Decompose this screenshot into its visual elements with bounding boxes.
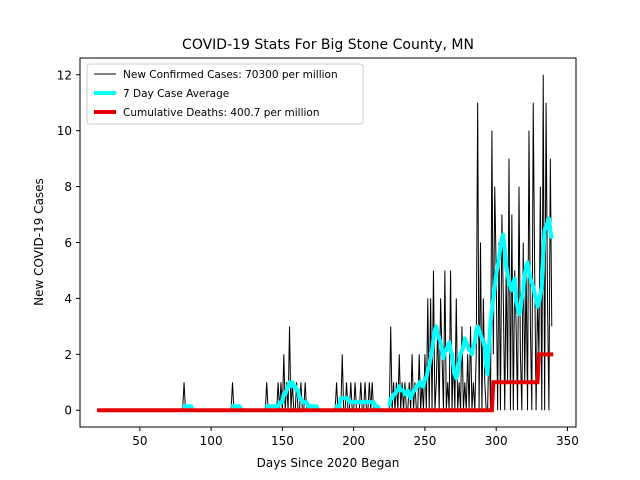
- y-tick-label: 6: [64, 236, 72, 250]
- x-tick-label: 350: [556, 434, 579, 448]
- y-tick-label: 4: [64, 292, 72, 306]
- y-axis-label: New COVID-19 Cases: [32, 178, 46, 306]
- y-tick-label: 2: [64, 348, 72, 362]
- y-tick-label: 10: [57, 124, 72, 138]
- y-tick-label: 12: [57, 68, 72, 82]
- legend-label-new-cases: New Confirmed Cases: 70300 per million: [123, 69, 338, 81]
- x-tick-label: 200: [342, 434, 365, 448]
- chart-title: COVID-19 Stats For Big Stone County, MN: [182, 37, 474, 53]
- series-line-7-day-average-1: [230, 404, 243, 411]
- series-layer: [97, 74, 554, 413]
- x-axis-label: Days Since 2020 Began: [257, 456, 400, 470]
- y-axis: 0 2 4 6 8 10 12: [57, 68, 80, 418]
- series-group: [97, 74, 554, 413]
- x-tick-label: 250: [413, 434, 436, 448]
- series-line-7-day-average-4: [387, 216, 554, 407]
- y-tick-label: 0: [64, 404, 72, 418]
- series-line-cumulative-deaths: [97, 352, 554, 413]
- series-line-7-day-average-3: [334, 396, 385, 413]
- x-axis: 50 100 150 200 250 300 350: [132, 427, 579, 448]
- y-tick-label: 8: [64, 180, 72, 194]
- legend-label-7-day-average: 7 Day Case Average: [123, 88, 229, 100]
- x-tick-label: 150: [271, 434, 294, 448]
- x-tick-label: 100: [200, 434, 223, 448]
- legend: New Confirmed Cases: 70300 per million 7…: [86, 63, 364, 125]
- series-line-7-day-average-0: [182, 404, 195, 411]
- series-line-7-day-average-2: [264, 380, 320, 413]
- x-tick-label: 300: [485, 434, 508, 448]
- x-tick-label: 50: [132, 434, 147, 448]
- legend-label-cumulative-deaths: Cumulative Deaths: 400.7 per million: [123, 107, 320, 119]
- legend-box: [86, 63, 364, 125]
